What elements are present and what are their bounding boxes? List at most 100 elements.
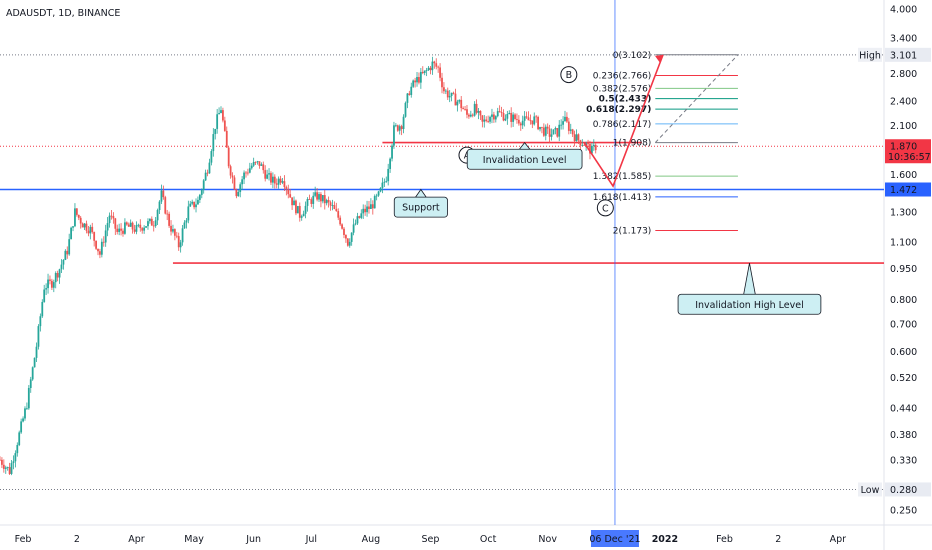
low-price-badge-box (885, 482, 931, 497)
candle (148, 218, 151, 224)
symbol-title: ADAUSDT, 1D, BINANCE (6, 8, 120, 19)
candle-body (52, 282, 55, 288)
candle (231, 172, 234, 184)
candle (181, 225, 184, 246)
candle (560, 119, 563, 130)
candle-body (114, 218, 117, 229)
candle (343, 226, 345, 239)
candle (166, 209, 169, 221)
price-tick-label: 0.700 (890, 319, 917, 330)
candle-body (122, 230, 124, 234)
wave-label-circle (560, 66, 578, 84)
candle-body (271, 176, 274, 183)
candle-body (262, 164, 265, 171)
candle (433, 60, 436, 69)
candle-body (566, 116, 568, 122)
candle-body (479, 110, 482, 116)
candle (112, 212, 115, 224)
fib-level-label: 0.382(2.576) (593, 84, 652, 94)
candle-body (281, 181, 284, 183)
candle (197, 196, 199, 205)
candle-body (131, 222, 134, 230)
candle-body (358, 216, 361, 218)
candle-body (327, 200, 330, 203)
candle (391, 143, 393, 162)
candle (275, 178, 278, 189)
candle (68, 233, 71, 256)
candle (254, 161, 257, 165)
candle-body (525, 116, 528, 118)
candle-body (581, 144, 584, 146)
candle-body (156, 210, 159, 221)
candle-body (33, 357, 36, 368)
candle-body (210, 151, 213, 163)
candle-body (537, 116, 539, 130)
candle (512, 112, 515, 127)
price-tick-label: 0.440 (890, 403, 917, 414)
candle (306, 197, 309, 212)
candle-body (521, 120, 524, 126)
candle (296, 205, 299, 214)
candle-body (277, 178, 280, 185)
candle-body (99, 251, 101, 255)
candle-body (560, 124, 563, 126)
candle (506, 110, 509, 125)
candle-body (250, 165, 253, 169)
candle (24, 406, 26, 421)
candle-body (183, 222, 186, 229)
candle (137, 223, 140, 228)
candle (139, 219, 142, 232)
crosshair-date-label: 06 Dec '21 (589, 534, 640, 545)
candle-body (189, 203, 192, 207)
candle (6, 466, 9, 471)
candle-body (239, 184, 242, 193)
candle (237, 189, 240, 197)
candle-body (289, 194, 292, 198)
price-tick-label: 4.000 (890, 4, 917, 15)
candle (335, 202, 338, 212)
candle-body (587, 143, 589, 145)
candle-body (293, 200, 295, 206)
candle-body (270, 173, 272, 183)
time-tick-label: 2022 (652, 534, 678, 545)
candle (293, 196, 295, 206)
candle-body (460, 99, 463, 109)
candle-body (26, 408, 28, 410)
candle (52, 279, 55, 293)
candle-body (222, 110, 224, 121)
callout-box (466, 148, 583, 170)
time-tick-label: Apr (830, 534, 847, 545)
candle (414, 77, 416, 88)
fib-level-label: 2(1.173) (613, 227, 652, 237)
candle (383, 178, 386, 187)
candle (300, 214, 303, 221)
candle-body (139, 224, 142, 229)
candle (418, 72, 420, 85)
projection-arrowhead (655, 54, 663, 63)
candle-body (594, 144, 597, 151)
candle (416, 72, 418, 87)
low-tag-text: Low (861, 485, 880, 496)
candle (590, 143, 593, 154)
candle-body (118, 228, 121, 232)
candle (394, 123, 397, 128)
candle (387, 163, 390, 186)
candle-body (387, 168, 390, 182)
candle (145, 226, 147, 229)
candle (60, 259, 63, 274)
candle (45, 283, 48, 296)
candle-body (556, 128, 559, 137)
candle-body (310, 199, 313, 204)
candle (189, 200, 192, 208)
candle-body (571, 129, 574, 135)
candle (468, 113, 470, 119)
candle-body (89, 226, 92, 234)
candle-body (352, 224, 355, 233)
candle-body (70, 227, 73, 240)
candle (26, 402, 28, 410)
candle-body (491, 114, 493, 117)
price-tick-label: 0.250 (890, 505, 917, 516)
candle (592, 139, 595, 151)
candle (377, 190, 380, 197)
